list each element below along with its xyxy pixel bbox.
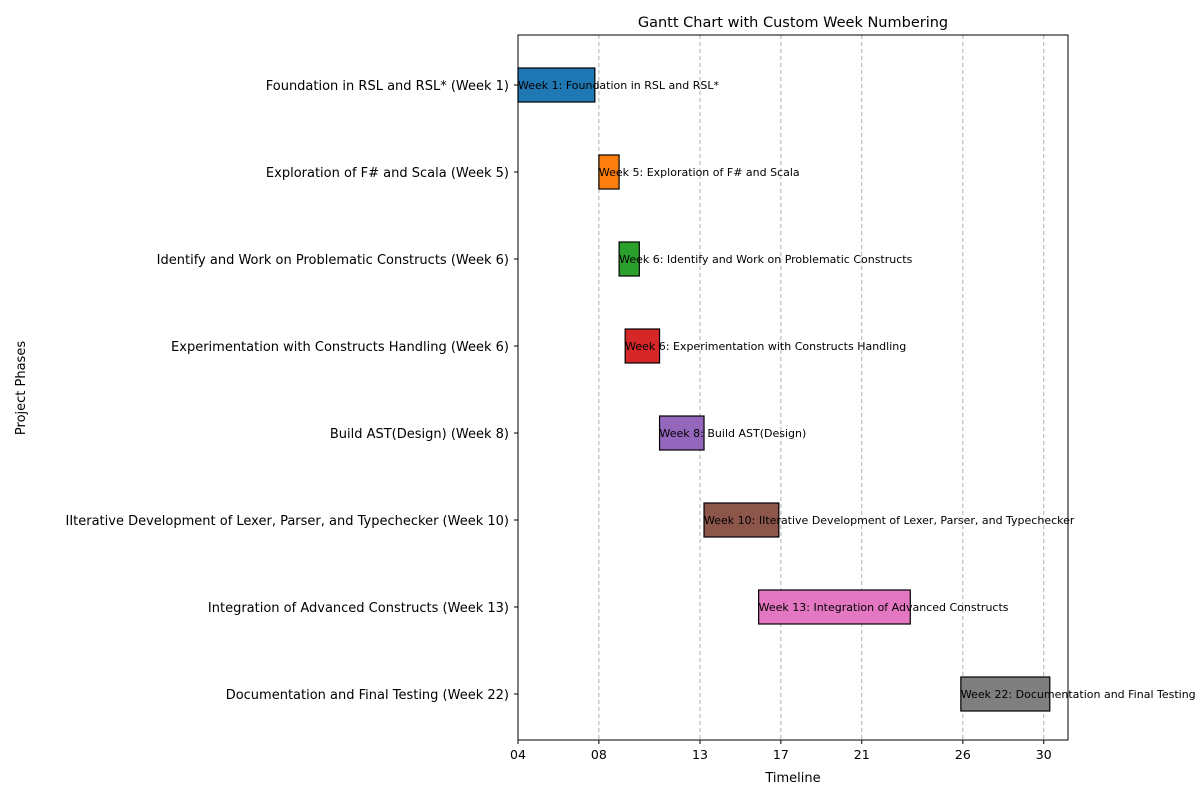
x-tick-label: 21	[854, 747, 870, 762]
x-axis-label: Timeline	[764, 771, 820, 786]
y-tick-label: Identify and Work on Problematic Constru…	[157, 253, 509, 268]
y-tick-label: Experimentation with Constructs Handling…	[171, 340, 509, 355]
x-tick-label: 13	[692, 747, 708, 762]
task-bars: Week 1: Foundation in RSL and RSL* Week 5…	[517, 67, 1196, 712]
x-tick-label: 26	[955, 747, 971, 762]
grid-lines	[517, 35, 1045, 740]
task-bar-label: Week 8: Build AST(Design)	[660, 427, 807, 440]
task-bar	[598, 154, 620, 190]
x-axis-ticks: 04 08 13 17 21 26 30	[510, 740, 1052, 762]
task-bar-label: Week 1: Foundation in RSL and RSL*	[518, 79, 719, 92]
task-bar	[618, 241, 640, 277]
x-tick-label: 17	[773, 747, 789, 762]
task-bar-label: Week 6: Experimentation with Constructs …	[625, 340, 906, 353]
y-axis-ticks: Foundation in RSL and RSL* (Week 1) Explo…	[65, 79, 518, 703]
task-bar	[960, 676, 1051, 712]
chart-title: Gantt Chart with Custom Week Numbering	[638, 15, 948, 31]
task-bar-label: Week 6: Identify and Work on Problematic…	[619, 253, 913, 266]
y-tick-label: Foundation in RSL and RSL* (Week 1)	[266, 79, 509, 94]
plot-frame	[517, 34, 1069, 741]
y-axis-label: Project Phases	[14, 341, 29, 435]
x-tick-label: 30	[1036, 747, 1052, 762]
x-tick-label: 04	[510, 747, 526, 762]
x-tick-label: 08	[591, 747, 607, 762]
task-bar-label: Week 13: Integration of Advanced Constru…	[759, 601, 1009, 614]
task-bar	[624, 328, 661, 364]
task-bar	[758, 589, 911, 625]
task-bar	[703, 502, 780, 538]
y-tick-label: Documentation and Final Testing (Week 22…	[226, 688, 509, 703]
task-bar-label: Week 22: Documentation and Final Testing	[961, 688, 1196, 701]
y-tick-label: Exploration of F# and Scala (Week 5)	[266, 166, 509, 181]
y-tick-label: Build AST(Design) (Week 8)	[330, 427, 509, 442]
y-tick-label: Integration of Advanced Constructs (Week…	[208, 601, 509, 616]
task-bar-label: Week 5: Exploration of F# and Scala	[599, 166, 800, 179]
task-bar	[658, 415, 705, 451]
y-tick-label: IIterative Development of Lexer, Parser,…	[65, 514, 509, 529]
task-bar-label: Week 10: IIterative Development of Lexer…	[704, 514, 1075, 527]
